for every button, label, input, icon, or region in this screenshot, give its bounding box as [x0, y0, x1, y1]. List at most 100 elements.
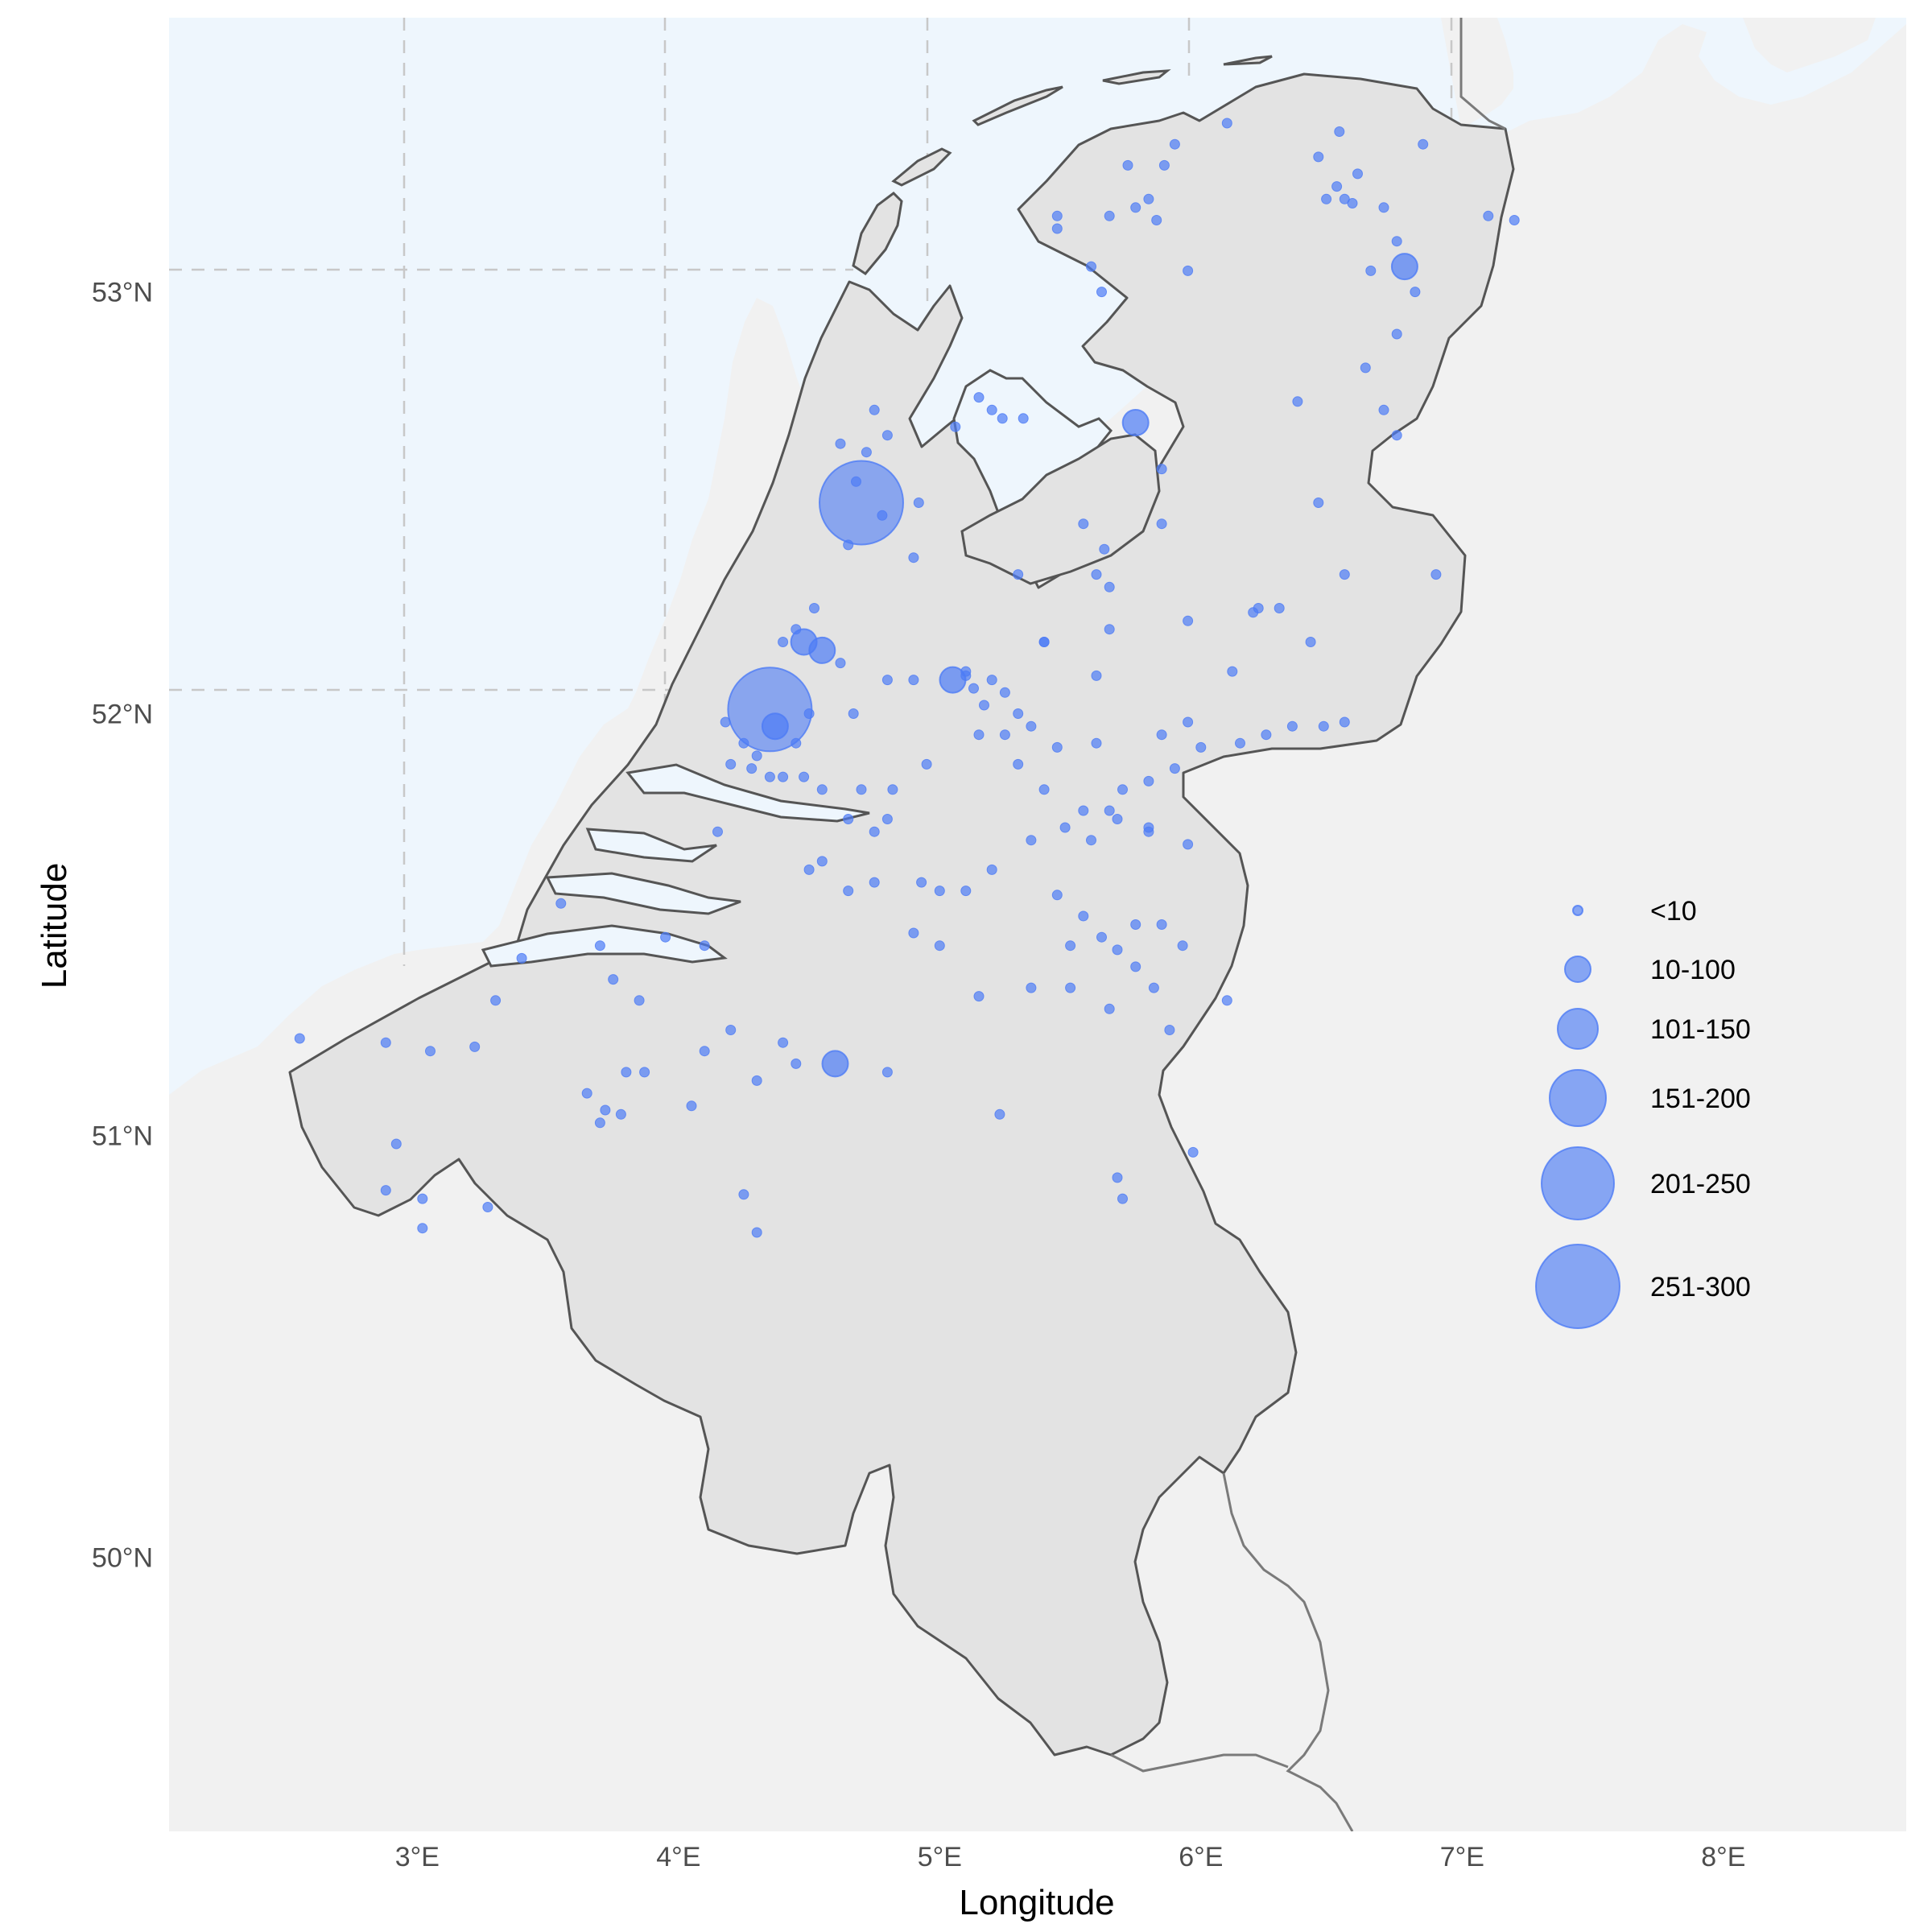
data-point	[1104, 210, 1115, 221]
data-point	[861, 447, 872, 458]
data-point	[803, 864, 815, 875]
data-point	[1158, 159, 1170, 171]
data-point	[1261, 729, 1272, 741]
data-point	[1390, 253, 1418, 281]
data-point	[1183, 839, 1194, 850]
data-point	[1038, 637, 1050, 647]
data-point	[1156, 518, 1167, 530]
data-point	[887, 784, 898, 795]
legend-label: <10	[1650, 896, 1697, 927]
data-point	[469, 1041, 481, 1052]
data-point	[986, 404, 997, 415]
data-point	[877, 510, 888, 521]
data-point	[417, 1223, 428, 1234]
data-point	[913, 497, 924, 508]
data-point	[869, 877, 880, 888]
data-point	[973, 991, 985, 1002]
data-point	[1143, 193, 1154, 204]
data-point	[1104, 1003, 1115, 1014]
data-point	[799, 771, 810, 782]
data-point	[1169, 138, 1180, 150]
data-point	[390, 1138, 402, 1150]
data-point	[1130, 919, 1141, 930]
data-point	[819, 460, 904, 546]
data-point	[1091, 569, 1102, 580]
x-axis-title: Longitude	[959, 1883, 1114, 1922]
data-point	[1156, 919, 1167, 930]
data-point	[934, 886, 945, 897]
data-point	[482, 1202, 493, 1212]
terschelling	[972, 85, 1063, 126]
data-point	[1331, 181, 1343, 192]
y-tick-label: 52°N	[92, 700, 153, 730]
legend-label: 201-250	[1650, 1169, 1751, 1199]
legend-label: 151-200	[1650, 1084, 1751, 1114]
legend-key	[1549, 1069, 1607, 1127]
data-point	[1318, 720, 1329, 732]
data-point	[1051, 890, 1063, 901]
data-point	[660, 931, 671, 943]
data-point	[1091, 670, 1102, 681]
x-tick-label: 5°E	[918, 1842, 962, 1872]
data-point	[821, 1050, 849, 1078]
data-point	[1051, 741, 1063, 753]
data-point	[1130, 961, 1141, 972]
x-tick-label: 6°E	[1179, 1842, 1223, 1872]
y-tick-label: 53°N	[92, 278, 153, 308]
border-de-coast	[1459, 18, 1506, 130]
data-point	[1227, 666, 1238, 677]
data-point	[1038, 784, 1050, 795]
data-point	[1130, 202, 1141, 213]
data-point	[994, 1108, 1005, 1120]
data-point	[699, 940, 710, 952]
data-point	[634, 995, 645, 1006]
data-point	[1013, 758, 1024, 770]
data-point	[1235, 737, 1245, 749]
data-point	[1104, 624, 1115, 635]
data-point	[790, 628, 818, 656]
data-point	[1483, 210, 1494, 221]
data-point	[950, 421, 961, 432]
data-point	[699, 1046, 710, 1057]
data-point	[1096, 931, 1107, 943]
data-point	[803, 708, 815, 719]
data-point	[1051, 210, 1063, 221]
data-point	[746, 763, 758, 774]
data-point	[778, 637, 789, 647]
data-point	[1156, 464, 1167, 475]
data-point	[881, 814, 893, 824]
vlieland	[891, 147, 952, 187]
legend-label: 101-150	[1650, 1014, 1751, 1045]
data-point	[1117, 1193, 1128, 1204]
data-point	[908, 552, 919, 564]
data-point	[791, 737, 802, 749]
data-point	[816, 856, 828, 867]
data-point	[425, 1046, 436, 1057]
data-point	[1086, 261, 1096, 272]
data-point	[417, 1193, 428, 1204]
data-point	[1221, 118, 1232, 129]
data-point	[725, 758, 737, 770]
data-point	[1065, 982, 1076, 993]
data-point	[848, 708, 859, 719]
data-point	[1274, 603, 1285, 613]
data-point	[1183, 615, 1194, 626]
data-point	[835, 658, 846, 669]
data-point	[380, 1185, 391, 1196]
data-point	[960, 666, 972, 677]
data-point	[1430, 569, 1442, 580]
legend-key	[1564, 956, 1591, 983]
data-point	[1086, 835, 1096, 846]
data-point	[973, 392, 985, 403]
data-point	[1112, 814, 1123, 824]
data-point	[380, 1037, 391, 1048]
data-point	[738, 1189, 749, 1200]
data-point	[725, 1025, 737, 1035]
data-point	[581, 1088, 592, 1099]
data-point	[999, 687, 1010, 698]
data-point	[791, 624, 802, 635]
data-point	[1187, 1146, 1199, 1158]
data-point	[835, 438, 846, 449]
data-point	[712, 826, 723, 837]
data-point	[1378, 404, 1389, 415]
